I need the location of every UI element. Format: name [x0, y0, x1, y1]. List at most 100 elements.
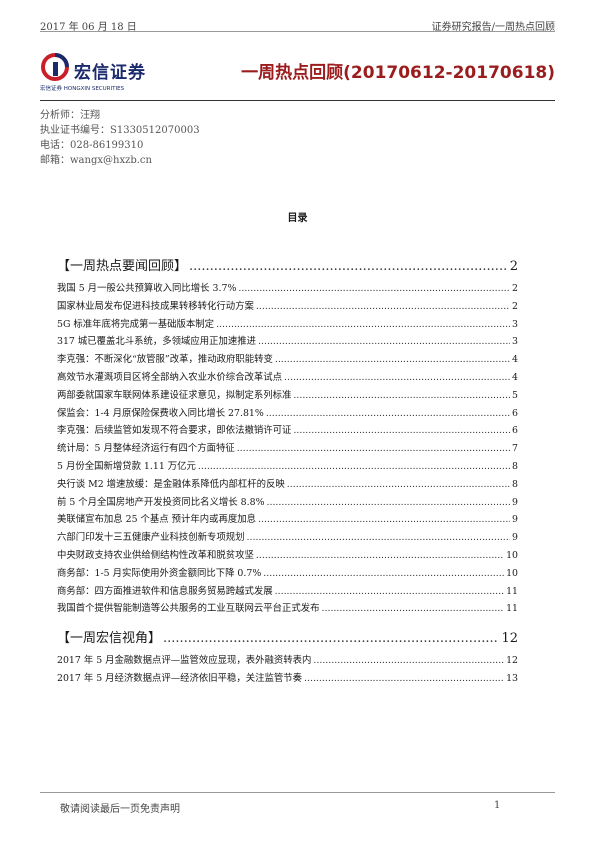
- toc-entry[interactable]: 中央财政支持农业供给侧结构性改革和脱贫攻坚 10: [57, 547, 518, 565]
- toc-entry-page: 9: [512, 496, 518, 508]
- toc-entry[interactable]: 统计局：5 月整体经济运行有四个方面特征 7: [57, 440, 518, 458]
- toc-entry-page: 4: [512, 371, 518, 383]
- toc-entry-label: 5 月份全国新增贷款 1.11 万亿元: [57, 460, 196, 472]
- toc-section-page: 2: [509, 259, 518, 274]
- report-title: 一周热点回顾(20170612-20170618): [241, 63, 555, 83]
- toc-leader-dots: [266, 405, 510, 423]
- toc-entry-page: 13: [506, 672, 518, 684]
- toc-entry[interactable]: 六部门印发十三五健康产业科技创新专项规划 9: [57, 529, 518, 547]
- toc-entry[interactable]: 2017 年 5 月金融数据点评—监管效应显现，表外融资转表内 12: [57, 652, 518, 670]
- toc-entry-page: 6: [512, 425, 518, 437]
- toc-entry-label: 前 5 个月全国房地产开发投资同比名义增长 8.8%: [57, 496, 265, 508]
- toc-leader-dots: [313, 652, 504, 670]
- toc-leader-dots: [266, 494, 510, 512]
- page-number: 1: [494, 800, 501, 811]
- toc-entry-label: 统计局：5 月整体经济运行有四个方面特征: [57, 443, 235, 455]
- toc-entry[interactable]: 317 城已覆盖北斗系统，多领域应用正加速推进 3: [57, 333, 518, 351]
- toc-entry[interactable]: 央行谈 M2 增速放缓：是金融体系降低内部杠杆的反映 8: [57, 476, 518, 494]
- toc-entry[interactable]: 商务部：1-5 月实际使用外资金额同比下降 0.7% 10: [57, 565, 518, 583]
- toc-leader-dots: [237, 440, 510, 458]
- toc-entry-label: 国家林业局发布促进科技成果转移转化行动方案: [57, 300, 254, 312]
- toc-entry[interactable]: 保监会：1-4 月原保险保费收入同比增长 27.81% 6: [57, 405, 518, 423]
- toc-entry[interactable]: 我国首个提供智能制造等公共服务的工业互联网云平台正式发布 11: [57, 600, 518, 618]
- toc-leader-dots: [258, 511, 510, 529]
- toc-leader-dots: [258, 333, 510, 351]
- toc-entry-label: 两部委就国家车联网体系建设征求意见，拟制定系列标准: [57, 389, 292, 401]
- page-top-bar: 2017 年 06 月 18 日 证券研究报告/一周热点回顾: [40, 14, 555, 34]
- hongxin-logo-icon: [41, 53, 69, 81]
- toc-entry[interactable]: 高效节水灌溉项目区将全部纳入农业水价综合改革试点 4: [57, 369, 518, 387]
- toc-entry[interactable]: 国家林业局发布促进科技成果转移转化行动方案 2: [57, 298, 518, 316]
- toc-entry-label: 商务部：四方面推进软件和信息服务贸易跨越式发展: [57, 585, 273, 597]
- toc-entry-page: 9: [512, 532, 518, 544]
- toc-entry-page: 10: [506, 549, 518, 561]
- toc-leader-dots: [263, 565, 504, 583]
- toc-entry-label: 我国 5 月一般公共预算收入同比增长 3.7%: [57, 283, 237, 294]
- toc-entry-page: 12: [506, 655, 518, 667]
- toc-leader-dots: [238, 280, 510, 298]
- top-divider: [40, 31, 555, 32]
- toc-entry-page: 8: [512, 478, 518, 490]
- toc-entry-label: 中央财政支持农业供给侧结构性改革和脱贫攻坚: [57, 549, 254, 561]
- toc-leader-dots: [322, 600, 505, 618]
- report-date: 2017 年 06 月 18 日: [40, 22, 137, 33]
- toc-entry-label: 商务部：1-5 月实际使用外资金额同比下降 0.7%: [57, 567, 262, 579]
- toc-section-gap: [57, 618, 518, 626]
- toc-entry-label: 317 城已覆盖北斗系统，多领域应用正加速推进: [57, 336, 257, 348]
- toc-entry-label: 我国首个提供智能制造等公共服务的工业互联网云平台正式发布: [57, 603, 320, 615]
- toc-leader-dots: [275, 583, 504, 601]
- toc-entry[interactable]: 李克强：不断深化“放管服”改革，推动政府职能转变 4: [57, 351, 518, 369]
- toc-entry-page: 8: [512, 460, 518, 472]
- analyst-name: 分析师：汪翔: [40, 110, 100, 121]
- header-divider: [40, 100, 555, 101]
- license-number: 执业证书编号：S1330512070003: [40, 125, 200, 136]
- toc-entry-page: 3: [512, 336, 518, 348]
- toc-entry-label: 李克强：不断深化“放管服”改革，推动政府职能转变: [57, 354, 273, 366]
- toc-entry[interactable]: 2017 年 5 月经济数据点评—经济依旧平稳，关注监管节奏 13: [57, 670, 518, 688]
- toc-entry-label: 5G 标准年底将完成第一基础版本制定: [57, 318, 215, 330]
- toc-leader-dots: [256, 547, 504, 565]
- toc-entry-label: 美联储宣布加息 25 个基点 预计年内或再度加息: [57, 514, 256, 526]
- table-of-contents: 【一周热点要闻回顾】2 我国 5 月一般公共预算收入同比增长 3.7% 2 国家林业局…: [57, 254, 518, 688]
- toc-entry-page: 11: [506, 603, 518, 615]
- toc-entry-page: 9: [512, 514, 518, 526]
- toc-leader-dots: [163, 626, 499, 652]
- toc-entry[interactable]: 5G 标准年底将完成第一基础版本制定 3: [57, 316, 518, 334]
- toc-leader-dots: [247, 529, 511, 547]
- toc-section-label: 【一周宏信视角】: [57, 631, 162, 647]
- toc-leader-dots: [189, 254, 508, 280]
- toc-entry-label: 保监会：1-4 月原保险保费收入同比增长 27.81%: [57, 407, 264, 419]
- toc-entry[interactable]: 商务部：四方面推进软件和信息服务贸易跨越式发展 11: [57, 583, 518, 601]
- toc-entry[interactable]: 美联储宣布加息 25 个基点 预计年内或再度加息 9: [57, 511, 518, 529]
- toc-entry[interactable]: 李克强：后续监管如发现不符合要求，即依法撤销许可证 6: [57, 422, 518, 440]
- toc-leader-dots: [293, 387, 510, 405]
- toc-entry-page: 3: [512, 318, 518, 330]
- footer-disclaimer: 敬请阅读最后一页免责声明: [60, 804, 180, 815]
- logo-english-name: 宏信证券 HONGXIN SECURITIES: [40, 86, 125, 92]
- logo-chinese-name: 宏信证券: [74, 63, 146, 83]
- toc-heading: 目录: [287, 213, 308, 224]
- toc-entry[interactable]: 前 5 个月全国房地产开发投资同比名义增长 8.8% 9: [57, 494, 518, 512]
- toc-entry-page: 4: [512, 354, 518, 366]
- phone-number: 电话：028-86199310: [40, 140, 144, 151]
- toc-entry[interactable]: 我国 5 月一般公共预算收入同比增长 3.7% 2: [57, 280, 518, 298]
- toc-section[interactable]: 【一周热点要闻回顾】 2: [57, 254, 518, 280]
- report-category: 证券研究报告/一周热点回顾: [431, 22, 555, 33]
- toc-entry-page: 2: [512, 283, 518, 294]
- toc-section[interactable]: 【一周宏信视角】 12: [57, 626, 518, 652]
- toc-entry[interactable]: 5 月份全国新增贷款 1.11 万亿元 8: [57, 458, 518, 476]
- company-logo: 宏信证券 宏信证券 HONGXIN SECURITIES: [40, 52, 170, 94]
- toc-leader-dots: [256, 298, 510, 316]
- toc-section-page: 12: [501, 631, 518, 647]
- toc-entry-label: 高效节水灌溉项目区将全部纳入农业水价综合改革试点: [57, 371, 283, 383]
- toc-entry-page: 10: [506, 567, 518, 579]
- toc-leader-dots: [304, 670, 504, 688]
- author-block: 分析师：汪翔 执业证书编号：S1330512070003 电话：028-8619…: [40, 108, 200, 168]
- toc-entry[interactable]: 两部委就国家车联网体系建设征求意见，拟制定系列标准 5: [57, 387, 518, 405]
- toc-entry-label: 2017 年 5 月经济数据点评—经济依旧平稳，关注监管节奏: [57, 672, 303, 684]
- toc-leader-dots: [287, 476, 510, 494]
- email-address: 邮箱：wangx@hxzb.cn: [40, 155, 152, 166]
- toc-entry-page: 7: [512, 443, 518, 455]
- toc-leader-dots: [284, 369, 510, 387]
- toc-leader-dots: [293, 422, 510, 440]
